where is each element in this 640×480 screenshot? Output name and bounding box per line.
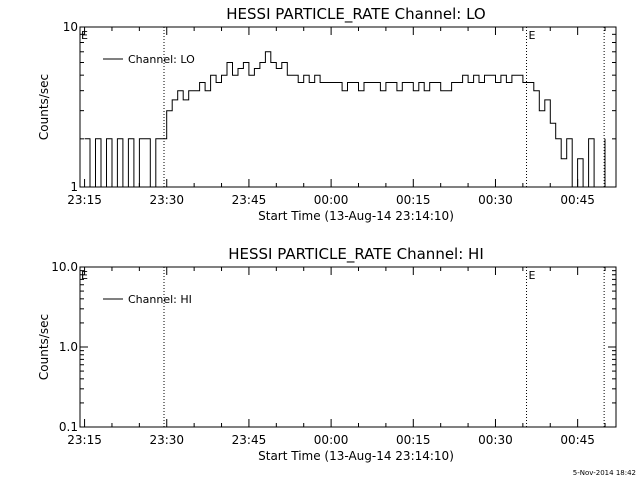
x-tick-label: 00:30: [478, 193, 513, 207]
x-tick-label: 00:00: [314, 433, 349, 447]
y-tick-label: 1: [70, 180, 78, 194]
event-marker-label: E: [529, 29, 536, 42]
edge-marker-label: E: [81, 29, 88, 42]
x-tick-label: 00:30: [478, 433, 513, 447]
x-tick-label: 00:45: [560, 433, 595, 447]
x-tick-label: 23:45: [232, 193, 267, 207]
chart-title: HESSI PARTICLE_RATE Channel: HI: [228, 245, 484, 264]
panel-lo: HESSI PARTICLE_RATE Channel: LO 23:15 23:3…: [37, 5, 617, 223]
panel-hi: HESSI PARTICLE_RATE Channel: HI 23:15 23:3…: [37, 245, 617, 463]
x-tick-label: 00:15: [396, 193, 431, 207]
x-tick-label: 23:45: [232, 433, 267, 447]
footer-timestamp: 5-Nov-2014 18:42: [573, 469, 636, 477]
y-tick-label: 0.1: [59, 420, 78, 434]
plot-frame: [79, 266, 617, 428]
x-tick-label: 00:45: [560, 193, 595, 207]
x-axis-label: Start Time (13-Aug-14 23:14:10): [258, 449, 454, 463]
legend-label: Channel: LO: [128, 53, 195, 66]
y-tick-label: 10.0: [51, 260, 78, 274]
series-line: [84, 51, 606, 188]
edge-marker-label: E: [81, 269, 88, 282]
y-axis-label: Counts/sec: [37, 74, 51, 140]
x-tick-label: 00:15: [396, 433, 431, 447]
legend-label: Channel: HI: [128, 293, 192, 306]
x-tick-label: 00:00: [314, 193, 349, 207]
x-axis-label: Start Time (13-Aug-14 23:14:10): [258, 209, 454, 223]
y-tick-label: 10: [63, 20, 78, 34]
chart-title: HESSI PARTICLE_RATE Channel: LO: [226, 5, 485, 24]
plot-frame: [79, 26, 617, 188]
x-tick-label: 23:15: [67, 433, 102, 447]
y-tick-label: 1.0: [59, 340, 78, 354]
x-tick-label: 23:15: [67, 193, 102, 207]
event-marker-label: E: [529, 269, 536, 282]
x-tick-label: 23:30: [149, 433, 184, 447]
y-axis-label: Counts/sec: [37, 314, 51, 380]
x-tick-label: 23:30: [149, 193, 184, 207]
